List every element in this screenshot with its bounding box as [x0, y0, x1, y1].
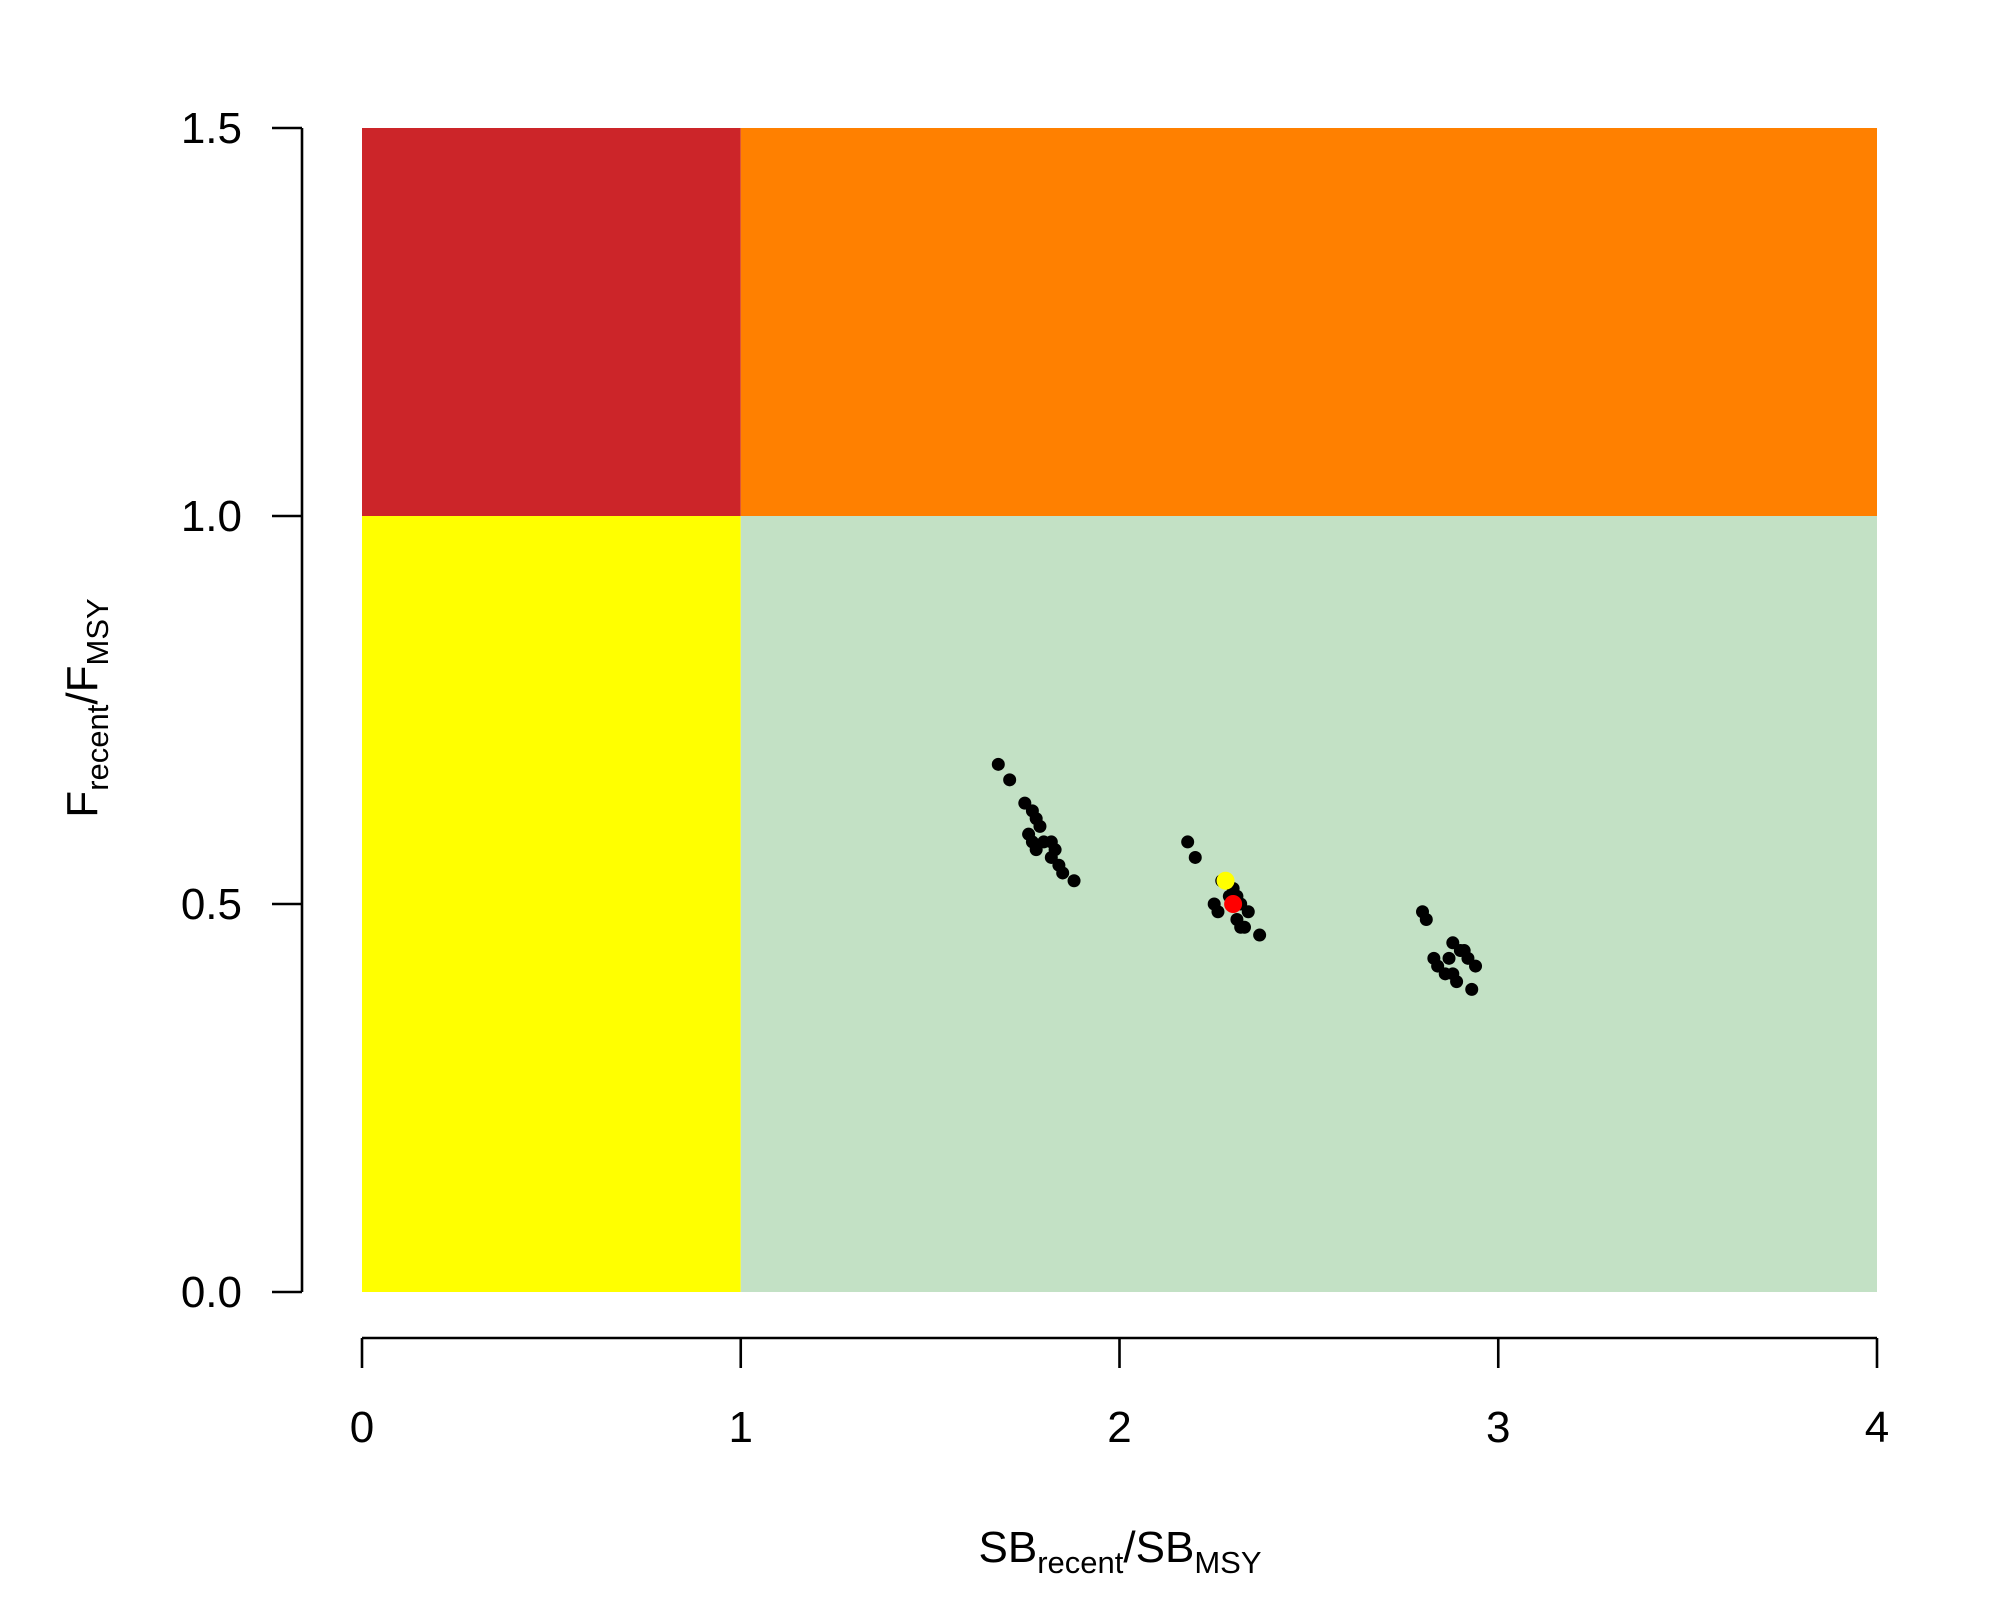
y-tick-label: 1.0	[181, 492, 242, 541]
data-point	[1450, 975, 1464, 989]
x-axis: 0 1 2 3 4	[350, 1336, 1889, 1452]
data-point	[1241, 905, 1255, 919]
y-axis: 0.0 0.5 1.0 1.5	[181, 104, 304, 1317]
x-axis-label: SBrecent/SBMSY	[979, 1523, 1262, 1580]
zone-healthy	[740, 516, 1877, 1292]
data-point	[1253, 928, 1267, 942]
data-point	[1224, 895, 1243, 913]
y-axis-label: Frecent/FMSY	[58, 598, 115, 817]
x-tick-label: 4	[1865, 1403, 1889, 1452]
x-tick-label: 2	[1107, 1403, 1131, 1452]
data-point	[1056, 866, 1070, 880]
data-point	[1211, 905, 1225, 919]
zone-overfished-and-overfishing	[362, 128, 741, 516]
data-point	[1442, 951, 1456, 965]
x-tick-label: 0	[350, 1403, 374, 1452]
data-point	[1465, 982, 1479, 996]
data-point	[1469, 959, 1483, 973]
data-points	[991, 757, 1483, 996]
stock-status-zones	[362, 128, 1877, 1292]
y-tick-label: 0.5	[181, 880, 242, 929]
data-point	[1188, 850, 1202, 864]
x-tick-label: 1	[729, 1403, 753, 1452]
x-tick-label: 3	[1486, 1403, 1510, 1452]
zone-overfished	[362, 516, 741, 1292]
data-point	[1067, 874, 1081, 888]
data-point	[1181, 835, 1195, 849]
data-point	[1216, 871, 1235, 890]
zone-overfishing	[740, 128, 1877, 516]
data-point	[991, 757, 1005, 771]
data-point	[1419, 913, 1433, 927]
y-tick-label: 1.5	[181, 104, 242, 153]
data-point	[1003, 773, 1017, 787]
data-point	[1237, 920, 1251, 934]
data-point	[1033, 819, 1047, 833]
y-tick-label: 0.0	[181, 1268, 242, 1317]
